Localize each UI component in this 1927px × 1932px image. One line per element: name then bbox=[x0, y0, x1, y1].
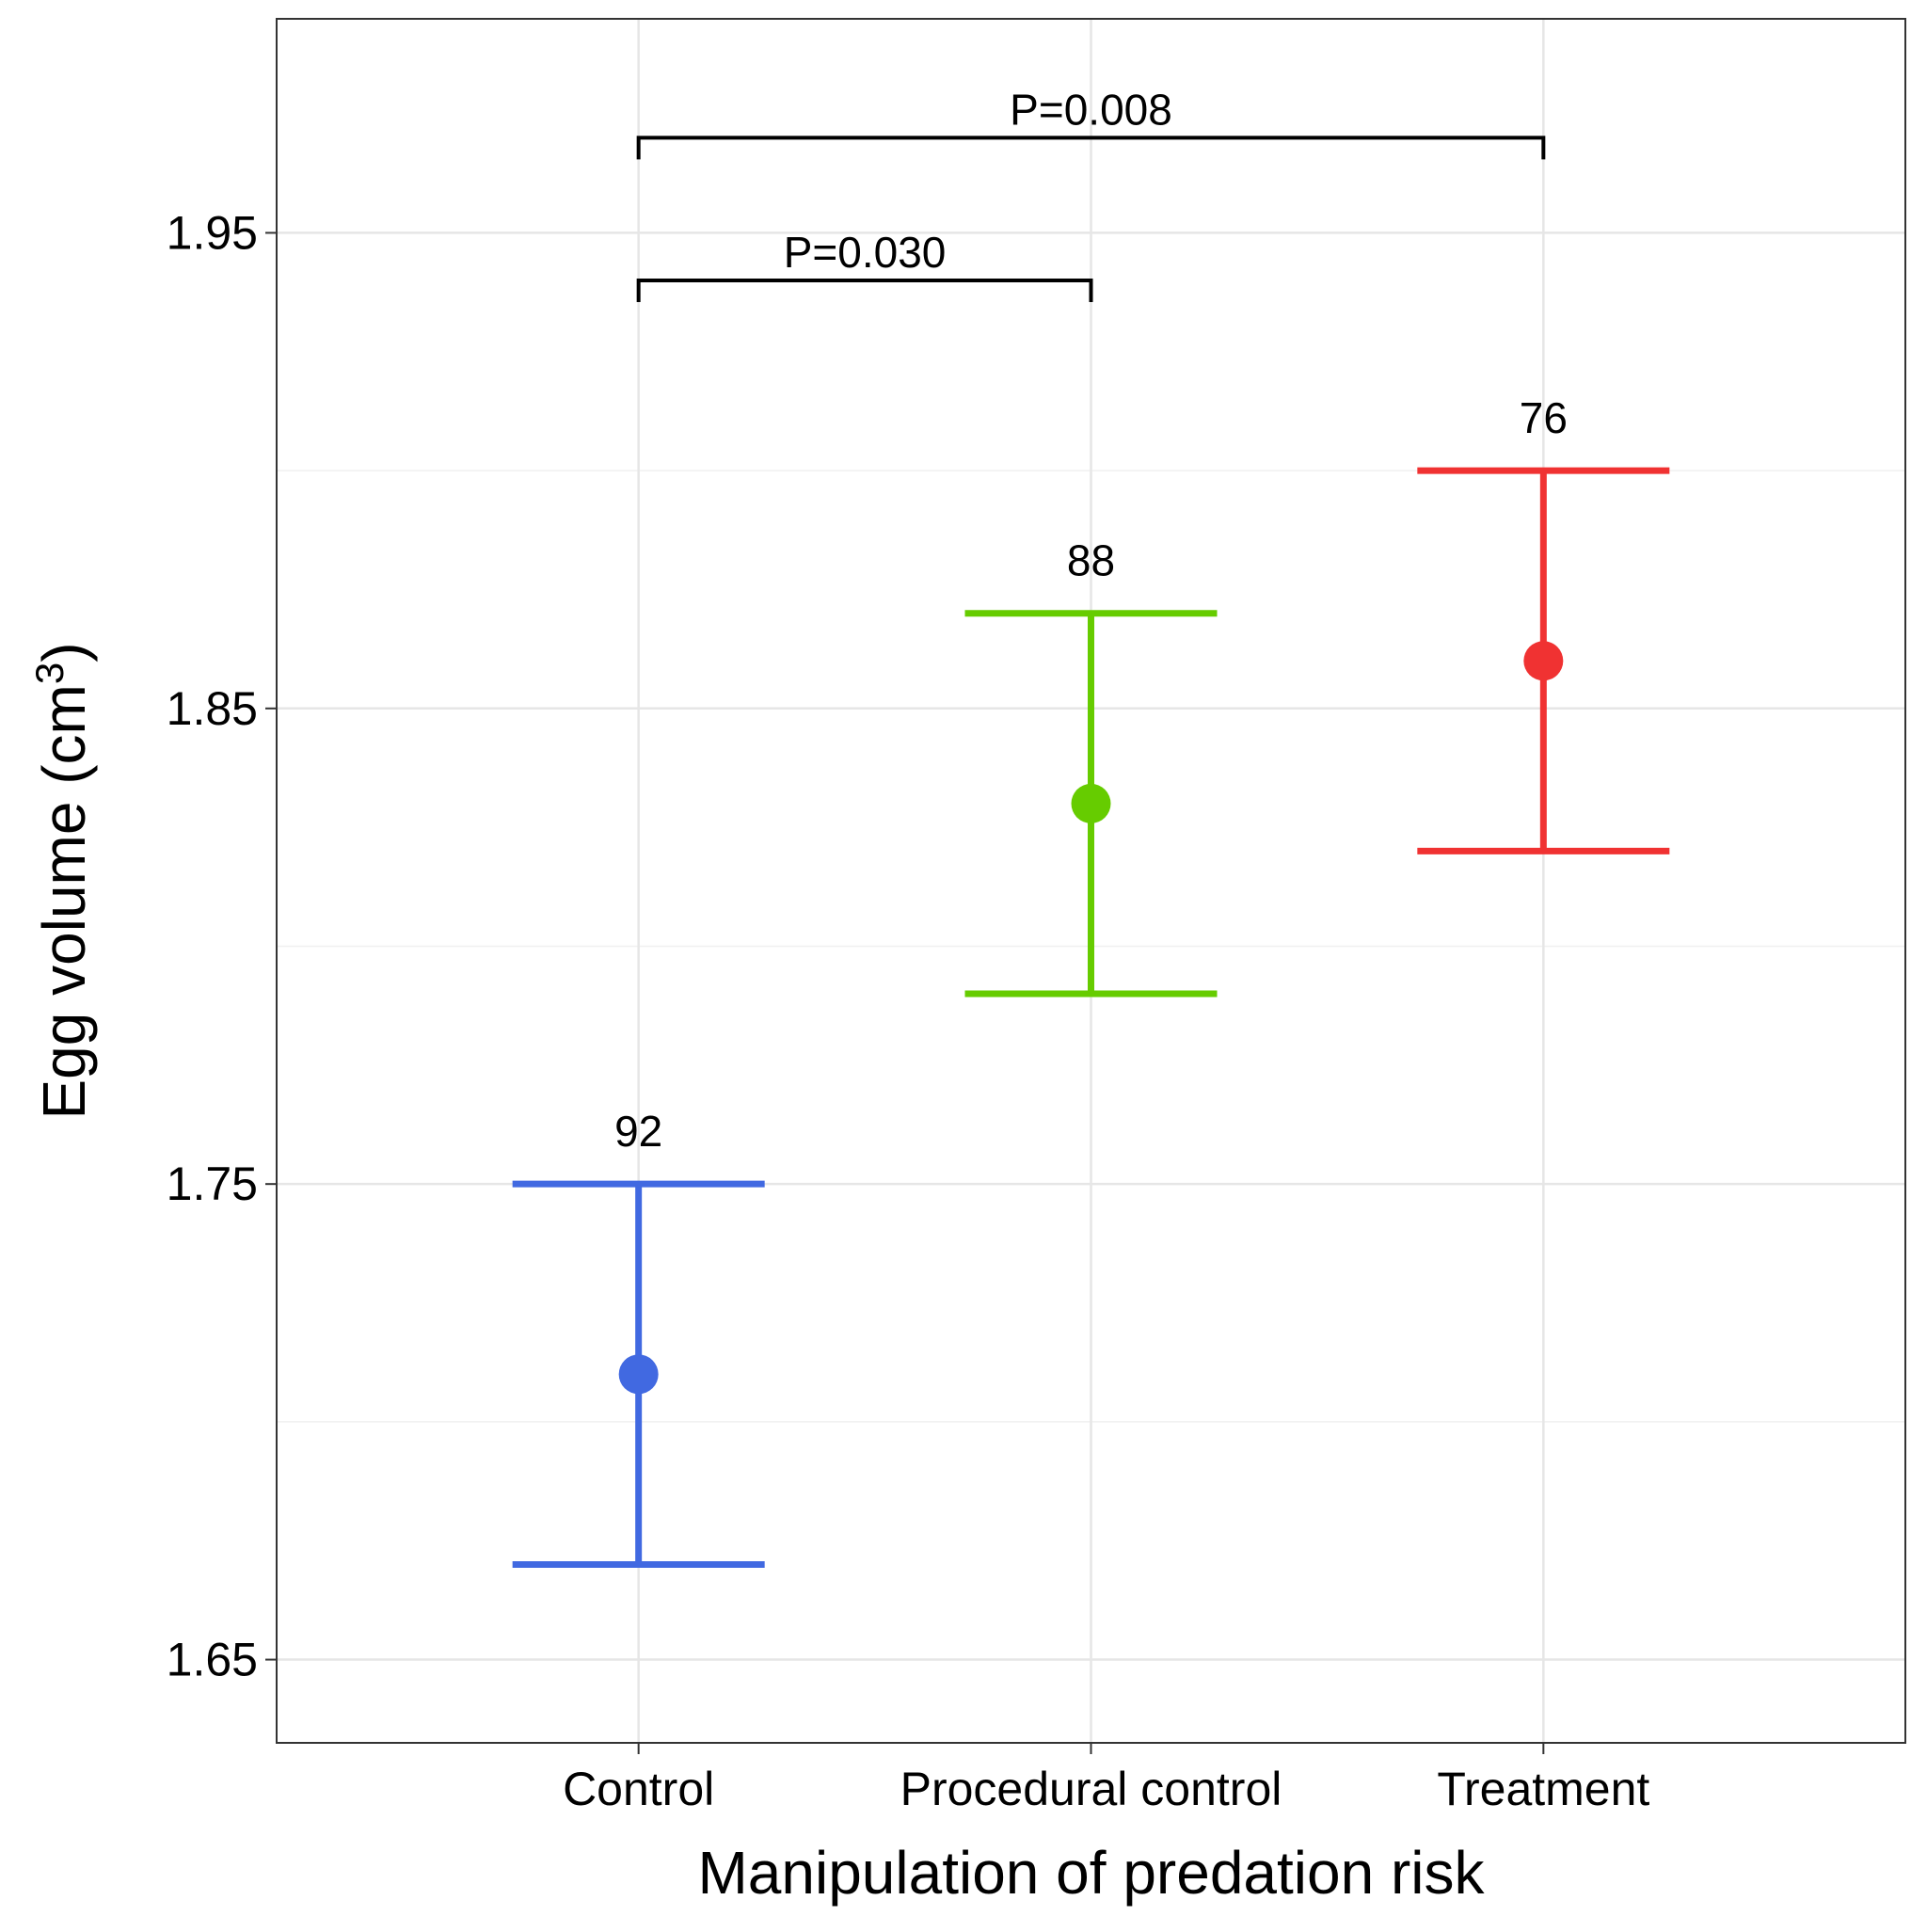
sample-size-label: 92 bbox=[614, 1107, 662, 1156]
y-tick-label: 1.65 bbox=[167, 1634, 258, 1686]
significance-bracket bbox=[636, 136, 1546, 160]
series-layer: 92 88 76 bbox=[512, 393, 1670, 1568]
axis-layer: 1.65 1.75 1.85 1.95 Control Procedural contro… bbox=[167, 206, 1650, 1815]
x-tick-label: Treatment bbox=[1437, 1763, 1649, 1815]
x-axis-title: Manipulation of predation risk bbox=[697, 1839, 1485, 1907]
significance-bracket bbox=[636, 278, 1093, 302]
significance-label: P=0.030 bbox=[784, 228, 947, 277]
x-tick-label: Control bbox=[563, 1763, 714, 1815]
significance-label: P=0.008 bbox=[1010, 85, 1172, 134]
mean-point bbox=[618, 1354, 659, 1395]
y-axis-title: Egg volume (cm3) bbox=[27, 642, 99, 1119]
y-axis-title-superscript: 3 bbox=[27, 663, 72, 684]
y-tick-label: 1.75 bbox=[167, 1158, 258, 1210]
sample-size-label: 88 bbox=[1067, 536, 1115, 585]
significance-bracket-layer: P=0.030 P=0.008 bbox=[636, 85, 1546, 302]
y-axis-title-main: Egg volume (cm bbox=[30, 684, 98, 1119]
mean-point bbox=[1071, 783, 1111, 823]
y-axis-title-close: ) bbox=[30, 642, 98, 662]
mean-point bbox=[1523, 641, 1564, 681]
x-tick-label: Procedural control bbox=[900, 1763, 1282, 1815]
sample-size-label: 76 bbox=[1520, 393, 1568, 442]
y-tick-label: 1.85 bbox=[167, 682, 258, 735]
y-tick-label: 1.95 bbox=[167, 206, 258, 259]
